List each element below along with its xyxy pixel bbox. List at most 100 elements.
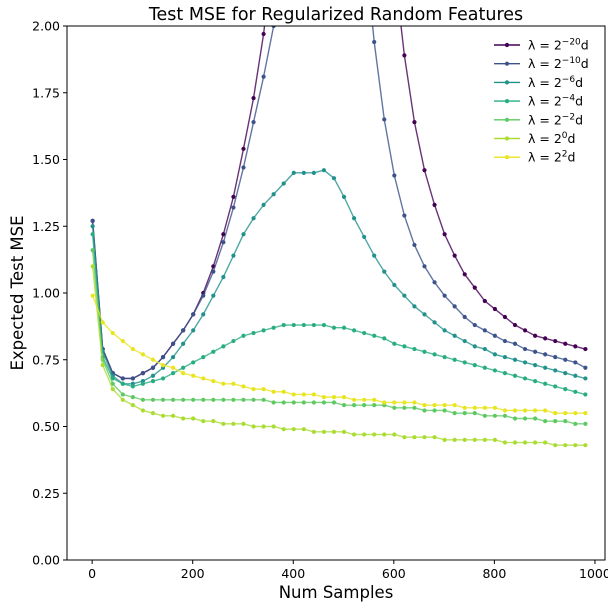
series-3-point (543, 381, 548, 386)
series-3-point (362, 330, 367, 336)
series-5-point (90, 264, 95, 269)
series-5-point (482, 437, 487, 442)
series-6-point (372, 397, 377, 402)
series-6-point (573, 411, 578, 416)
series-6-point (533, 408, 538, 413)
series-2-point (563, 371, 568, 376)
series-2-point (442, 328, 447, 333)
y-tick-label: 0.00 (32, 553, 60, 568)
series-1-point (402, 213, 407, 218)
x-tick-label: 800 (482, 566, 506, 581)
series-4-point (211, 397, 216, 402)
series-5-point (301, 427, 306, 432)
y-tick-label: 1.75 (32, 85, 60, 100)
series-2-point (402, 293, 407, 298)
series-5-point (492, 437, 497, 442)
series-1-point (573, 360, 578, 365)
series-3-point (150, 379, 156, 384)
series-2-point (211, 293, 216, 298)
series-6-point (221, 381, 226, 386)
series-0-point (533, 333, 538, 338)
series-3-point (563, 387, 568, 392)
series-6-point (251, 387, 256, 392)
series-5-point (392, 432, 397, 437)
series-5-point (311, 429, 316, 434)
series-3-point (412, 346, 417, 352)
series-2-point (261, 202, 266, 207)
series-6-point (341, 395, 347, 400)
series-1-point (553, 354, 558, 360)
series-5-point (452, 437, 457, 442)
series-3-point (221, 344, 226, 349)
series-1-point (462, 314, 467, 320)
series-2-point (90, 224, 95, 229)
y-axis: 0.00 0.25 0.50 0.75 1.00 1.25 1.50 1.75 2.00 (32, 19, 67, 568)
series-1-point (502, 338, 508, 344)
series-4-point (442, 408, 447, 413)
series-1 (90, 26, 588, 381)
series-3-point (533, 379, 538, 384)
series-5-point (422, 435, 427, 440)
series-1-point (512, 341, 518, 346)
series-4-point (352, 403, 357, 408)
series-3-point (512, 373, 518, 378)
series-1-point (201, 293, 206, 298)
series-3-point (452, 357, 457, 362)
series-0-point (482, 298, 487, 304)
series-5-point (573, 443, 578, 448)
legend-label: λ = 2−10d (528, 56, 589, 71)
series-2-point (181, 341, 186, 346)
series-2-point (452, 333, 457, 338)
series-4-point (543, 419, 548, 424)
series-3-point (341, 325, 347, 330)
series-2-point (512, 357, 518, 362)
series-2-point (231, 253, 236, 258)
series-2-point (432, 320, 437, 325)
series-3-point (311, 322, 316, 328)
series-5-point (150, 411, 156, 416)
series-1-point (382, 117, 387, 122)
y-tick-label: 0.25 (32, 486, 60, 501)
series-0-point (422, 168, 427, 173)
series-3-point (191, 360, 196, 365)
series-6-line (91, 295, 586, 414)
series-6-point (201, 376, 206, 381)
series-5 (90, 264, 588, 448)
series-0-point (462, 272, 467, 277)
series-6-point (90, 293, 95, 298)
series-6-point (331, 395, 337, 400)
y-tick-label: 0.75 (32, 352, 60, 367)
series-5-point (160, 413, 166, 418)
series-3-point (482, 365, 487, 370)
series-6-point (392, 400, 397, 405)
series-4-point (533, 416, 538, 421)
y-axis-label: Expected Test MSE (8, 215, 27, 370)
series-2-point (321, 168, 327, 173)
series-6-point (442, 403, 447, 408)
legend: λ = 2−20d λ = 2−10d λ = 2−6d λ = 2−4d λ = 2−… (494, 38, 589, 165)
series-6-point (181, 371, 186, 376)
series-2-point (462, 338, 467, 344)
series-4-point (140, 397, 146, 402)
series-3-point (553, 384, 558, 389)
series-4-point (412, 405, 417, 410)
series-4-point (392, 405, 397, 410)
series-1-point (140, 371, 146, 376)
series-1-point (563, 357, 568, 362)
series-1-point (522, 346, 528, 352)
plot-frame (66, 25, 606, 561)
legend-swatch-marker (504, 42, 510, 48)
series-1-point (412, 242, 417, 248)
x-tick-label: 0 (88, 566, 96, 581)
series-0-line (91, 26, 586, 380)
series-3-point (281, 322, 286, 328)
series-4-point (482, 413, 487, 418)
series-5-point (533, 440, 538, 445)
series-2-point (241, 232, 246, 237)
series-3-point (160, 376, 166, 381)
series-6-point (150, 357, 156, 362)
series-3-point (502, 371, 508, 376)
series-5-point (321, 429, 327, 434)
series-0-point (543, 336, 548, 341)
series-6-point (211, 379, 216, 384)
